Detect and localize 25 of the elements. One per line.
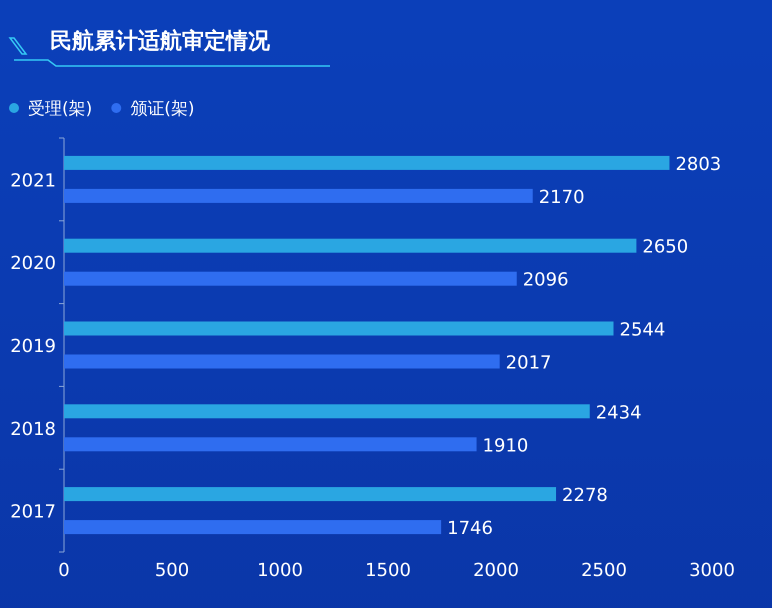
x-tick-label: 1500 bbox=[365, 560, 411, 581]
data-label: 2434 bbox=[596, 402, 642, 424]
x-tick-label: 0 bbox=[58, 560, 70, 581]
legend-label: 颁证(架) bbox=[130, 99, 195, 119]
y-tick-label: 2017 bbox=[10, 502, 56, 523]
data-label: 2278 bbox=[562, 485, 608, 506]
x-tick-label: 2000 bbox=[473, 560, 519, 581]
data-label: 2803 bbox=[675, 154, 722, 175]
data-label: 2096 bbox=[522, 270, 569, 291]
y-tick-label: 2018 bbox=[10, 418, 56, 440]
x-tick-label: 2500 bbox=[581, 560, 627, 581]
legend-label: 受理(架) bbox=[28, 99, 92, 119]
data-label: 1910 bbox=[482, 435, 528, 456]
x-tick-label: 1000 bbox=[257, 560, 303, 581]
chart-title: 民航累计适航审定情况 bbox=[50, 28, 271, 54]
data-label: 1746 bbox=[447, 518, 493, 540]
y-tick-label: 2019 bbox=[10, 336, 56, 357]
data-label: 2650 bbox=[642, 236, 688, 258]
data-label: 2170 bbox=[538, 186, 585, 208]
data-label: 2017 bbox=[506, 352, 552, 374]
x-tick-label: 500 bbox=[154, 560, 190, 581]
x-tick-label: 3000 bbox=[689, 560, 735, 581]
y-tick-label: 2021 bbox=[10, 170, 56, 192]
data-label: 2544 bbox=[620, 320, 666, 340]
y-tick-label: 2020 bbox=[10, 253, 56, 274]
